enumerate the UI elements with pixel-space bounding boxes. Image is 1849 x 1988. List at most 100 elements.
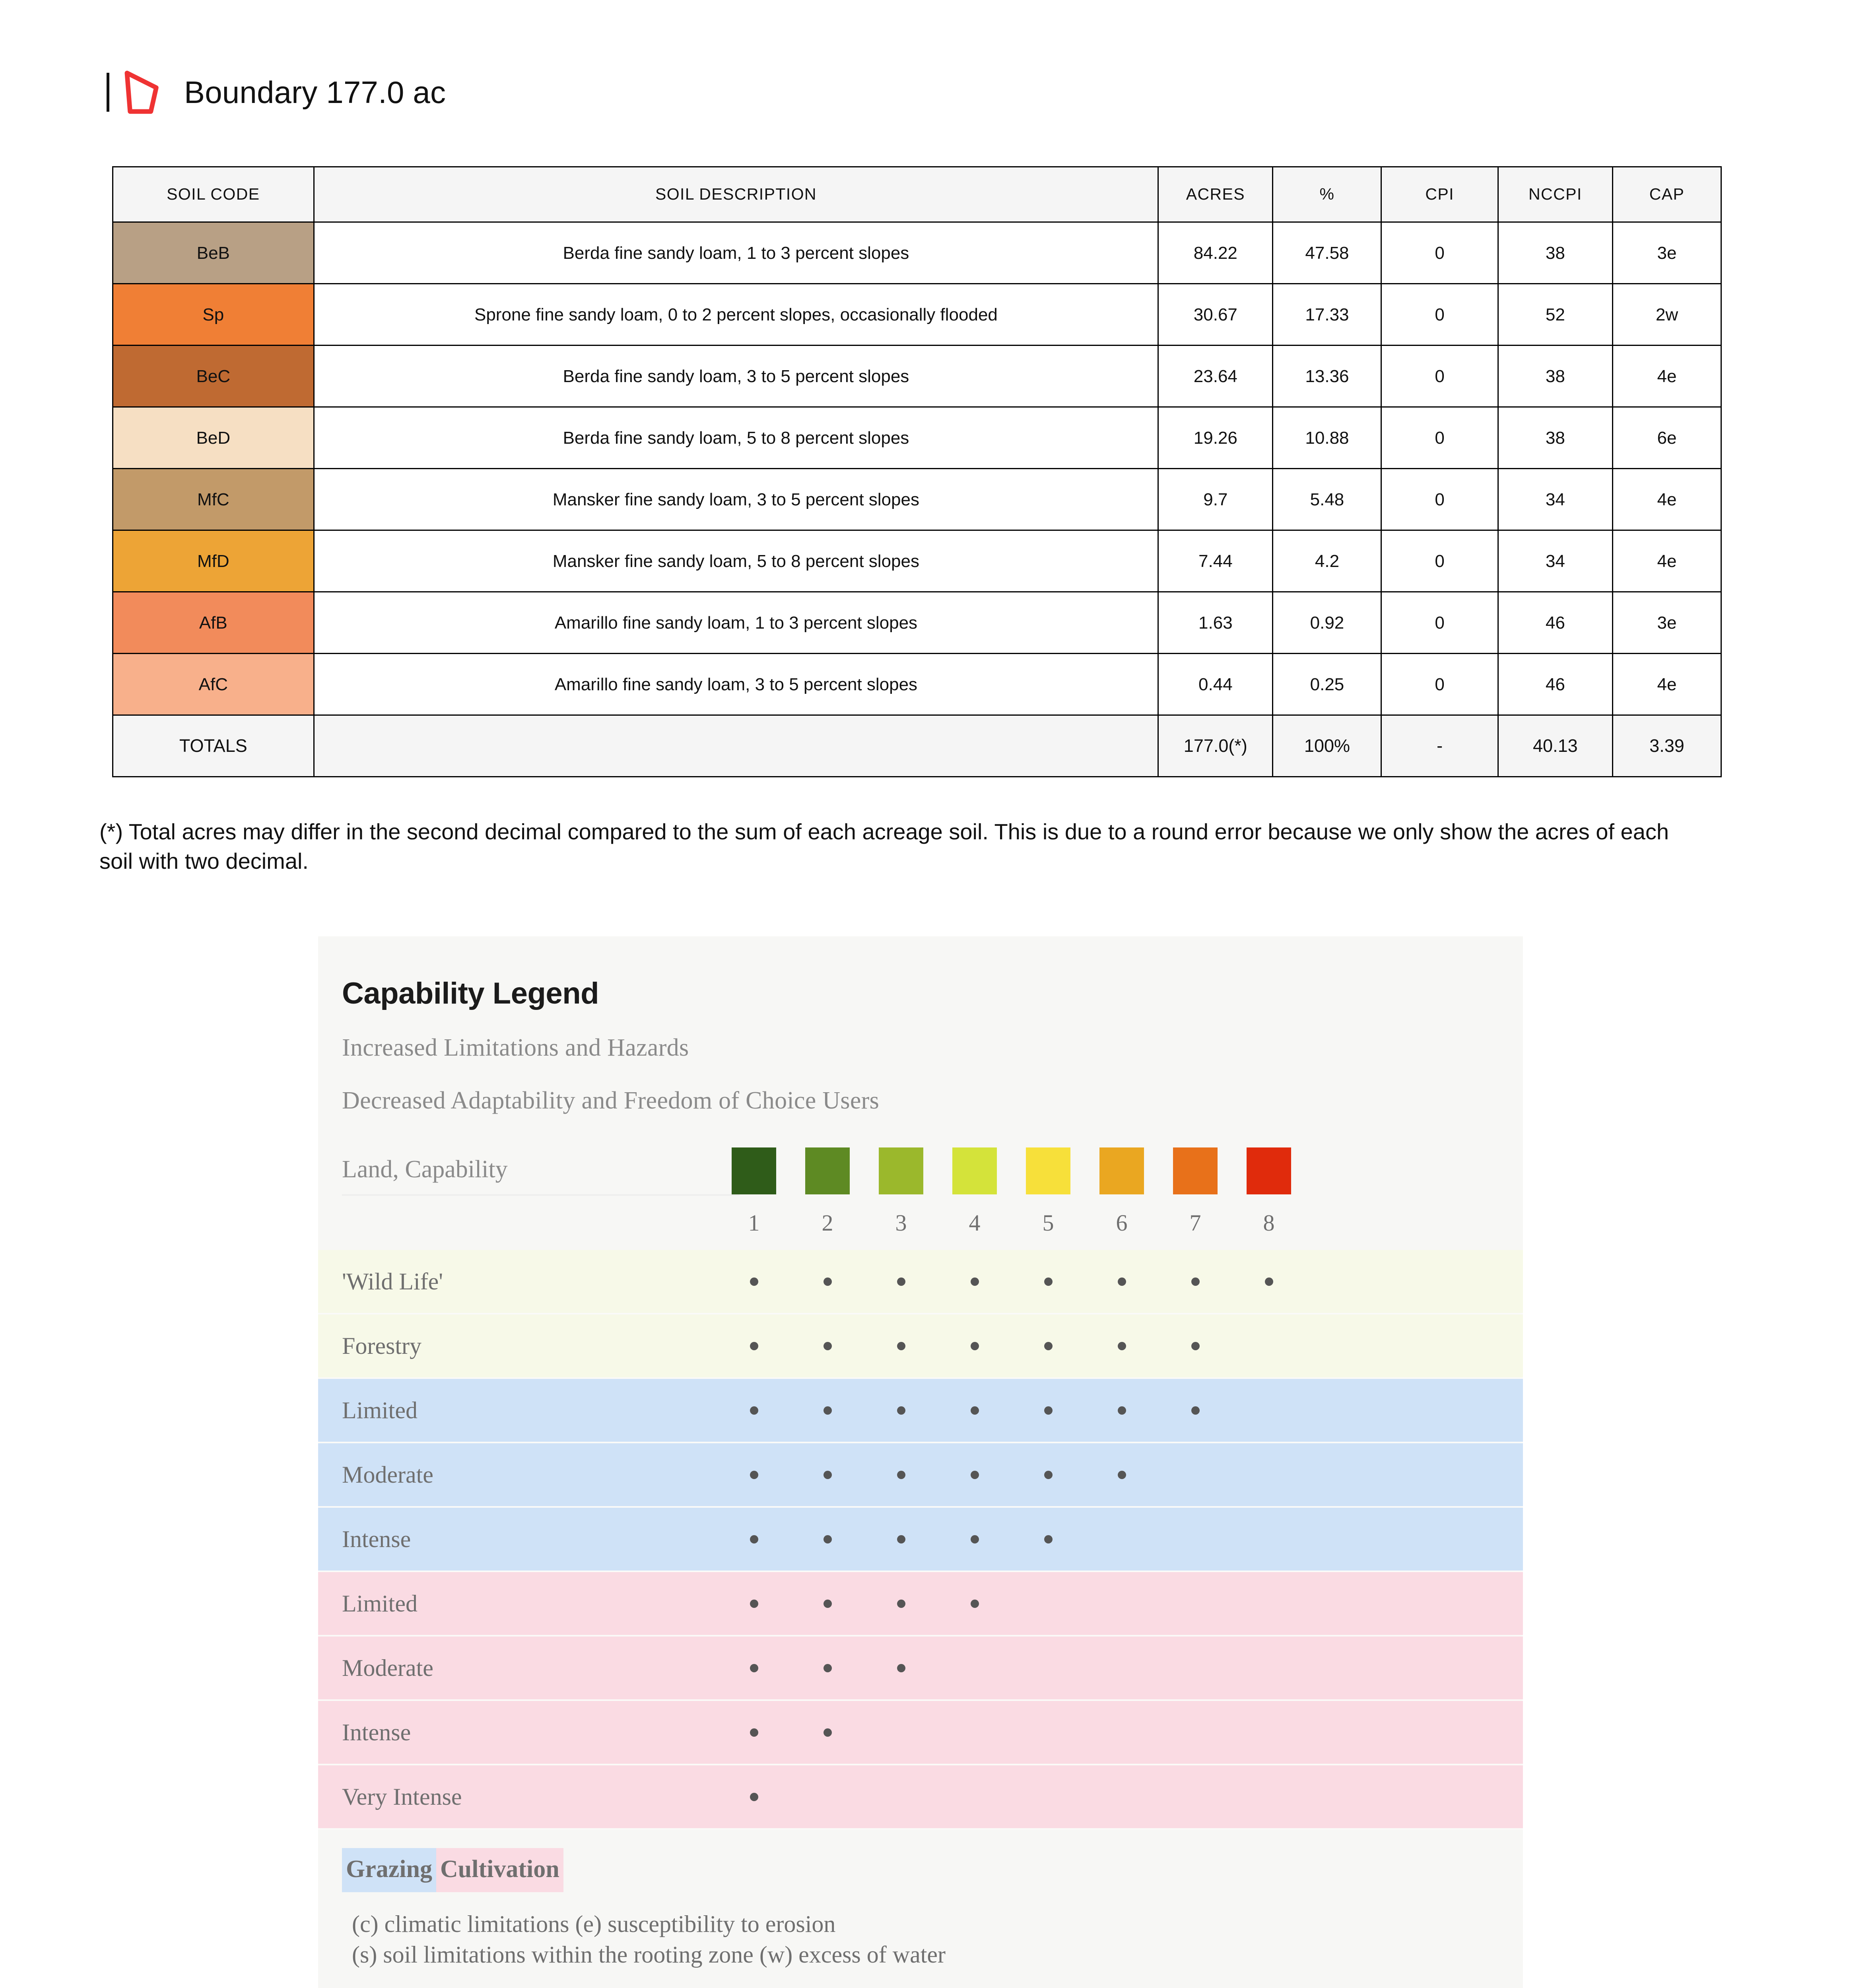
capability-dot-slot xyxy=(1247,1277,1291,1286)
cell-soil-description: Berda fine sandy loam, 3 to 5 percent sl… xyxy=(313,345,1159,408)
capability-dot-icon xyxy=(897,1664,905,1672)
cell-cpi: 0 xyxy=(1381,530,1499,592)
cell-soil-description: Berda fine sandy loam, 1 to 3 percent sl… xyxy=(313,221,1159,284)
capability-swatch-1 xyxy=(732,1147,776,1194)
capability-row-cultivation: Very Intense xyxy=(318,1765,1523,1830)
capability-dot-slot xyxy=(952,1599,997,1608)
capability-class-number: 1 xyxy=(748,1210,760,1236)
capability-dot-slot xyxy=(805,1342,850,1350)
capability-row-label: Moderate xyxy=(342,1654,433,1681)
capability-usage-rows: 'Wild Life' Forestry Limited Moderate Intens… xyxy=(318,1250,1523,1830)
cell-cpi: 0 xyxy=(1381,345,1499,408)
capability-dot-slot xyxy=(879,1406,923,1415)
capability-dot-slot xyxy=(952,1342,997,1350)
cell-cpi: 0 xyxy=(1381,283,1499,346)
cell-cap: 4e xyxy=(1612,345,1722,408)
capability-dot-slot xyxy=(952,1470,997,1479)
chip-cultivation: Cultivation xyxy=(436,1848,563,1892)
capability-row-grazing: Intense xyxy=(318,1508,1523,1572)
cell-percent: 47.58 xyxy=(1272,221,1382,284)
cell-soil-description: Amarillo fine sandy loam, 3 to 5 percent… xyxy=(313,653,1159,716)
cell-acres: 1.63 xyxy=(1158,591,1274,654)
capability-dot-icon xyxy=(823,1535,832,1543)
capability-dot-track xyxy=(732,1406,1291,1415)
capability-dot-icon xyxy=(970,1599,979,1608)
capability-dot-slot xyxy=(1026,1793,1070,1801)
capability-dot-slot xyxy=(879,1793,923,1801)
capability-row-grazing: Moderate xyxy=(318,1443,1523,1508)
capability-dot-slot xyxy=(1173,1728,1218,1737)
capability-dot-track xyxy=(732,1342,1291,1350)
header-nccpi: NCCPI xyxy=(1497,166,1613,223)
capability-dot-slot xyxy=(1099,1600,1144,1608)
capability-dot-slot xyxy=(805,1406,850,1415)
cell-acres: 7.44 xyxy=(1158,530,1274,592)
capability-scale: Land, Capability 1 2 3 4 5 6 7 8 xyxy=(318,1139,1523,1250)
category-chips: Grazing Cultivation xyxy=(318,1830,1523,1892)
chip-grazing: Grazing xyxy=(342,1848,436,1892)
capability-dot-icon xyxy=(823,1342,832,1350)
header-percent: % xyxy=(1272,166,1382,223)
capability-dot-icon xyxy=(1117,1342,1126,1350)
header-soil-code: SOIL CODE xyxy=(112,166,315,223)
cell-acres: 84.22 xyxy=(1158,221,1274,284)
cell-nccpi: 34 xyxy=(1497,530,1613,592)
cell-nccpi: 38 xyxy=(1497,406,1613,469)
capability-dot-slot xyxy=(1247,1342,1291,1350)
header-soil-description: SOIL DESCRIPTION xyxy=(313,166,1159,223)
capability-dot-icon xyxy=(750,1728,758,1737)
capability-swatch-5 xyxy=(1026,1147,1070,1194)
cell-acres: 19.26 xyxy=(1158,406,1274,469)
cell-percent: 0.25 xyxy=(1272,653,1382,716)
capability-dot-icon xyxy=(897,1406,905,1415)
totals-percent: 100% xyxy=(1272,714,1382,777)
boundary-header: Boundary 177.0 ac xyxy=(0,0,1849,114)
limitation-code-notes: (c) climatic limitations (e) susceptibil… xyxy=(318,1892,1523,1988)
capability-dot-slot xyxy=(1099,1342,1144,1350)
capability-dot-slot xyxy=(1026,1728,1070,1737)
capability-dot-icon xyxy=(1117,1470,1126,1479)
capability-dot-icon xyxy=(897,1277,905,1286)
totals-row: TOTALS 177.0(*) 100% -40.13 3.39 xyxy=(112,714,1722,777)
legend-subtitle-adaptability: Decreased Adaptability and Freedom of Ch… xyxy=(342,1087,880,1114)
cell-nccpi: 34 xyxy=(1497,468,1613,531)
capability-dot-slot xyxy=(1099,1535,1144,1543)
capability-row-label: Intense xyxy=(342,1719,411,1745)
capability-dot-icon xyxy=(1191,1342,1200,1350)
table-header-row: SOIL CODE SOIL DESCRIPTION ACRES % CPI N… xyxy=(112,166,1722,223)
capability-dot-icon xyxy=(897,1342,905,1350)
capability-dot-slot xyxy=(1173,1535,1218,1543)
capability-swatch-4 xyxy=(952,1147,997,1194)
cell-soil-code: BeB xyxy=(112,221,315,284)
capability-dot-icon xyxy=(1044,1277,1053,1286)
capability-dot-icon xyxy=(1191,1406,1200,1415)
capability-dot-slot xyxy=(952,1664,997,1672)
capability-dot-slot xyxy=(805,1728,850,1737)
table-row: BeC Berda fine sandy loam, 3 to 5 percent… xyxy=(112,345,1722,408)
capability-row-grazing: Forestry xyxy=(318,1314,1523,1379)
cell-nccpi: 38 xyxy=(1497,221,1613,284)
capability-dot-slot xyxy=(1173,1406,1218,1415)
capability-swatch-6 xyxy=(1099,1147,1144,1194)
capability-dot-slot xyxy=(1026,1600,1070,1608)
capability-dot-slot xyxy=(805,1535,850,1543)
capability-dot-icon xyxy=(1117,1406,1126,1415)
capability-dot-icon xyxy=(970,1277,979,1286)
capability-dot-slot xyxy=(1247,1535,1291,1543)
table-row: BeD Berda fine sandy loam, 5 to 8 percent… xyxy=(112,406,1722,469)
capability-dot-slot xyxy=(732,1728,776,1737)
cell-cap: 3e xyxy=(1612,221,1722,284)
capability-row-cultivation: Intense xyxy=(318,1701,1523,1765)
capability-dot-slot xyxy=(1247,1600,1291,1608)
capability-dot-slot xyxy=(952,1793,997,1801)
capability-dot-slot xyxy=(879,1470,923,1479)
capability-row-grazing: 'Wild Life' xyxy=(318,1250,1523,1314)
cell-soil-code: BeC xyxy=(112,345,315,408)
capability-legend-title: Capability Legend xyxy=(342,977,599,1010)
totals-label: TOTALS xyxy=(112,714,315,777)
capability-dot-slot xyxy=(1247,1471,1291,1479)
capability-dot-slot xyxy=(1247,1793,1291,1801)
cell-acres: 30.67 xyxy=(1158,283,1274,346)
note-line-2: (s) soil limitations within the rooting … xyxy=(352,1941,946,1968)
